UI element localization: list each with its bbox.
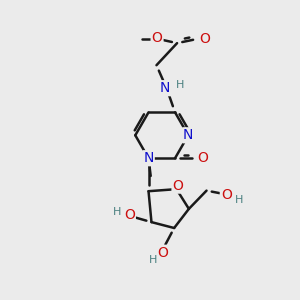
Text: N: N <box>183 128 194 142</box>
Text: H: H <box>149 255 158 266</box>
Text: H: H <box>235 195 244 205</box>
Text: O: O <box>199 32 210 46</box>
Text: N: N <box>143 151 154 165</box>
Text: O: O <box>152 31 163 45</box>
Text: O: O <box>157 246 168 260</box>
Text: O: O <box>124 208 135 222</box>
Text: O: O <box>197 151 208 165</box>
Text: H: H <box>176 80 184 90</box>
Text: H: H <box>112 207 121 217</box>
Text: O: O <box>172 178 183 193</box>
Text: N: N <box>160 81 170 95</box>
Text: O: O <box>221 188 232 202</box>
